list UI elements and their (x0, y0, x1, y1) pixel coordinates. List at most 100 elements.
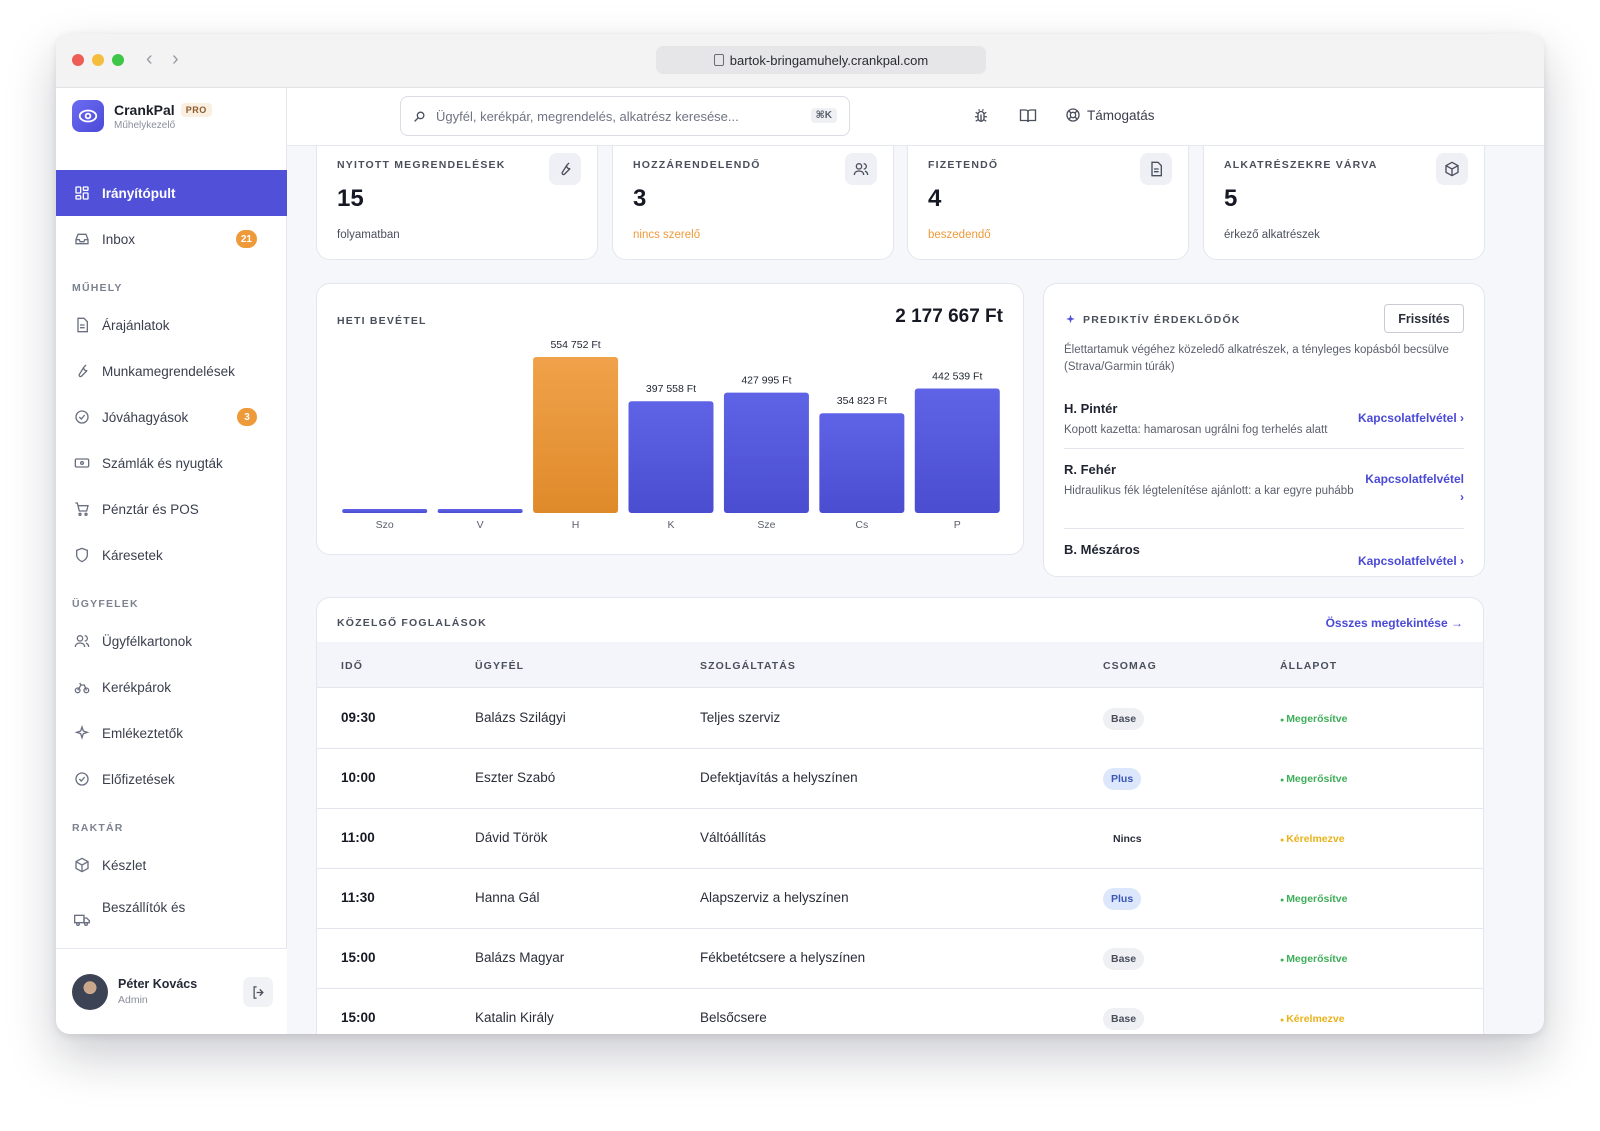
see-all-link[interactable]: Összes megtekintése → (1325, 616, 1463, 630)
upcoming-bookings-card: KÖZELGŐ FOGLALÁSOK Összes megtekintése →… (316, 597, 1484, 1034)
sidebar-item-customer-cards[interactable]: Ügyfélkartonok (56, 618, 287, 664)
table-row[interactable]: 15:00 Katalin Király Belsőcsere Base ● Kérel… (317, 989, 1483, 1034)
status-dot-icon: ● (1280, 777, 1287, 784)
address-bar-url: bartok-bringamuhely.crankpal.com (729, 52, 929, 68)
column-header[interactable]: SZOLGÁLTATÁS (700, 660, 797, 672)
booking-service: Teljes szerviz (700, 710, 781, 725)
package-badge: Base (1103, 948, 1145, 970)
contact-button[interactable]: Kapcsolatfelvétel › (1365, 472, 1464, 504)
table-row[interactable]: 11:00 Dávid Török Váltóállítás Nincs ● Kérel… (317, 809, 1483, 869)
page-icon (713, 54, 724, 66)
table-row[interactable]: 11:30 Hanna Gál Alapszerviz a helyszínen Pl… (317, 869, 1483, 929)
sidebar-section-title: MŰHELY (72, 282, 123, 294)
stat-value: 15 (337, 185, 364, 212)
stat-value: 5 (1224, 185, 1238, 212)
column-header[interactable]: IDŐ (341, 660, 363, 672)
search-box[interactable]: ⌘K (400, 96, 850, 136)
contact-button[interactable]: Kapcsolatfelvétel › (1357, 554, 1464, 568)
bar-Sze[interactable] (723, 392, 809, 513)
booking-time: 10:00 (341, 770, 376, 785)
search-icon (414, 111, 425, 122)
bookings-title: KÖZELGŐ FOGLALÁSOK (337, 617, 487, 629)
predictive-description: Élettartamuk végéhez közeledő alkatrésze… (1064, 344, 1449, 373)
sidebar-item-reminders[interactable]: Emlékeztetők (56, 710, 287, 756)
booking-service: Belsőcsere (700, 1010, 767, 1025)
table-row[interactable]: 10:00 Eszter Szabó Defektjavítás a helyszí… (317, 749, 1483, 809)
logout-button[interactable] (243, 977, 273, 1007)
bar-K[interactable] (628, 401, 714, 513)
status-badge: ● Kérelmezve (1280, 833, 1345, 845)
invoice-icon (1140, 153, 1172, 185)
bar-V[interactable] (437, 509, 523, 513)
booking-time: 11:00 (341, 830, 375, 845)
stat-label: NYITOTT MEGRENDELÉSEK (337, 159, 506, 171)
brand[interactable]: CrankPal PRO Műhelykezelő (72, 100, 212, 132)
forward-arrow-icon[interactable]: › (172, 48, 179, 70)
support-button[interactable]: Támogatás (1065, 107, 1155, 123)
maximize-window-button[interactable] (112, 54, 124, 66)
search-shortcut: ⌘K (810, 108, 837, 123)
sidebar-item-claims[interactable]: Káresetek (56, 532, 287, 578)
sidebar-item-quotes[interactable]: Árajánlatok (56, 302, 287, 348)
user-profile[interactable]: Péter Kovács Admin (56, 948, 287, 1034)
sidebar-item-label: Jóváhagyások (102, 409, 189, 425)
package-badge: Plus (1103, 888, 1142, 910)
package-badge: Plus (1103, 768, 1142, 790)
address-bar[interactable]: bartok-bringamuhely.crankpal.com (656, 46, 986, 74)
contact-button[interactable]: Kapcsolatfelvétel › (1357, 411, 1464, 425)
column-header[interactable]: CSOMAG (1103, 660, 1157, 672)
sidebar-item-approvals[interactable]: Jóváhagyások 3 (56, 394, 287, 440)
sidebar-item-subscriptions[interactable]: Előfizetések (56, 756, 287, 802)
sidebar-item-label: Számlák és nyugták (102, 455, 223, 471)
docs-button[interactable] (1019, 107, 1037, 125)
avatar (72, 973, 108, 1010)
table-row[interactable]: 09:30 Balázs Szilágyi Teljes szerviz Base ● … (317, 689, 1483, 749)
weekly-revenue-card: HETI BEVÉTEL 2 177 667 Ft Szo V H 554 752 F… (316, 283, 1024, 555)
booking-time: 11:30 (341, 890, 375, 905)
bar-H[interactable] (533, 357, 619, 513)
table-row[interactable]: 15:00 Balázs Magyar Fékbetétcsere a helysz… (317, 929, 1483, 989)
stat-card-payable[interactable]: FIZETENDŐ 4 beszedendő (907, 146, 1189, 260)
stat-label: FIZETENDŐ (928, 159, 999, 171)
bug-icon (975, 108, 987, 122)
document-icon (74, 317, 90, 333)
stat-card-waiting-parts[interactable]: ALKATRÉSZEKRE VÁRVA 5 érkező alkatrészek (1203, 146, 1485, 260)
sidebar-item-inventory[interactable]: Készlet (56, 842, 287, 888)
sidebar-item-inbox[interactable]: Inbox 21 (56, 216, 287, 262)
stat-subtitle: nincs szerelő (633, 229, 701, 241)
close-window-button[interactable] (72, 54, 84, 66)
status-label: Kérelmezve (1286, 1013, 1345, 1025)
sidebar-item-bikes[interactable]: Kerékpárok (56, 664, 287, 710)
bar-Cs[interactable] (819, 413, 905, 513)
sparkle-icon (74, 725, 90, 741)
column-header[interactable]: ÜGYFÉL (475, 660, 525, 672)
refresh-button[interactable]: Frissítés (1384, 304, 1464, 333)
lead-description: Kopott kazetta: hamarosan ugrálni fog te… (1064, 424, 1328, 436)
bar-value-label: 442 539 Ft (932, 371, 982, 383)
stat-card-to-assign[interactable]: HOZZÁRENDELENDŐ 3 nincs szerelő (612, 146, 894, 260)
bar-P[interactable] (914, 388, 1000, 513)
lead-name: H. Pintér (1064, 401, 1118, 416)
minimize-window-button[interactable] (92, 54, 104, 66)
cart-icon (74, 501, 90, 517)
main-content: NYITOTT MEGRENDELÉSEK 15 folyamatban HOZ… (287, 146, 1544, 1034)
pro-badge: PRO (180, 102, 212, 117)
sidebar-item-dashboard[interactable]: Irányítópult (56, 170, 287, 216)
weekly-total: 2 177 667 Ft (895, 306, 1003, 327)
sidebar-item-pos[interactable]: Pénztár és POS (56, 486, 287, 532)
sidebar-item-suppliers[interactable]: Beszállítók és (56, 888, 287, 928)
bar-Szo[interactable] (342, 509, 428, 513)
lifebuoy-icon (1066, 108, 1080, 122)
column-header[interactable]: ÁLLAPOT (1280, 660, 1338, 672)
stat-value: 3 (633, 185, 647, 212)
search-input[interactable] (436, 108, 796, 124)
booking-client: Katalin Király (475, 1010, 554, 1025)
stat-label: HOZZÁRENDELENDŐ (633, 159, 761, 171)
status-badge: ● Megerősítve (1280, 893, 1347, 905)
sidebar-item-work-orders[interactable]: Munkamegrendelések (56, 348, 287, 394)
stat-card-open-orders[interactable]: NYITOTT MEGRENDELÉSEK 15 folyamatban (316, 146, 598, 260)
booking-client: Hanna Gál (475, 890, 540, 905)
back-arrow-icon[interactable]: ‹ (146, 48, 153, 70)
bug-report-button[interactable] (972, 107, 990, 125)
sidebar-item-invoices[interactable]: Számlák és nyugták (56, 440, 287, 486)
